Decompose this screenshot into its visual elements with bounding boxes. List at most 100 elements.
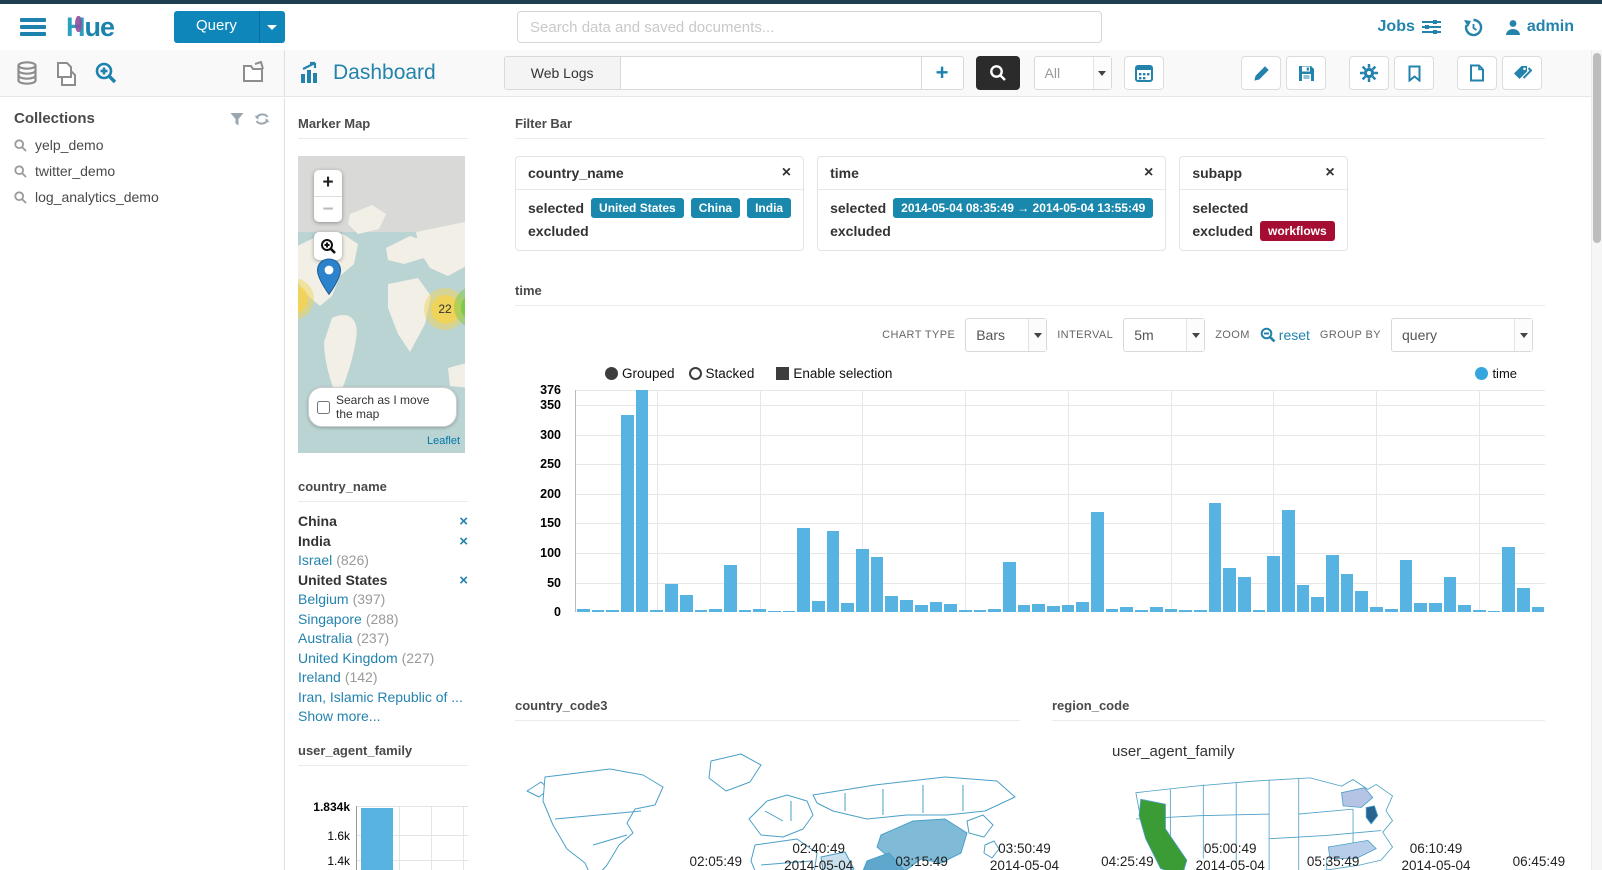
chart-bar[interactable] [591, 610, 605, 612]
map-pin-marker[interactable] [316, 258, 342, 296]
collection-item[interactable]: twitter_demo [14, 163, 270, 179]
chart-bar[interactable] [1252, 609, 1266, 612]
chart-bar[interactable] [1443, 576, 1457, 612]
filter-chip[interactable]: China [690, 197, 741, 218]
chart-bar[interactable] [1105, 609, 1119, 612]
jobs-link[interactable]: Jobs [1378, 18, 1441, 36]
zoom-in-button[interactable]: + [322, 172, 334, 193]
settings-button[interactable] [1349, 56, 1389, 90]
facet-value-link[interactable]: Show more... [298, 708, 381, 724]
chart-bar[interactable] [753, 608, 766, 612]
state-north-carolina[interactable] [1327, 839, 1377, 859]
state-new-york[interactable] [1341, 787, 1374, 808]
chart-bar[interactable] [944, 604, 957, 612]
chart-bar[interactable] [679, 594, 693, 612]
chart-bar[interactable] [1517, 588, 1530, 612]
chart-bar[interactable] [1179, 609, 1192, 612]
chart-bar[interactable] [856, 548, 869, 612]
chart-bar[interactable] [1487, 610, 1501, 612]
facet-value-link[interactable]: United Kingdom [298, 649, 398, 666]
chart-bar[interactable] [870, 556, 884, 612]
search-as-move-checkbox[interactable] [317, 400, 330, 414]
chart-bar[interactable] [1076, 602, 1090, 612]
query-dropdown-caret[interactable] [258, 11, 285, 43]
chart-bar[interactable] [1267, 555, 1280, 612]
remove-facet-icon[interactable]: × [459, 571, 468, 589]
search-button[interactable] [975, 56, 1020, 90]
chart-bar[interactable] [958, 610, 972, 612]
history-icon[interactable] [1463, 18, 1483, 37]
chart-bar[interactable] [1223, 567, 1236, 612]
series-legend[interactable]: time [1475, 366, 1517, 381]
open-folder-icon[interactable] [242, 61, 268, 85]
chart-bar[interactable] [1193, 610, 1207, 612]
filter-chip[interactable]: workflows [1260, 220, 1335, 241]
close-filter-icon[interactable]: × [1143, 164, 1154, 181]
dashboard-title[interactable]: Dashboard [299, 61, 436, 85]
chart-bar[interactable] [973, 610, 987, 612]
facet-value-link[interactable]: Iran, Islamic Republic of ... [298, 688, 463, 705]
chart-plot-area[interactable] [356, 805, 468, 870]
map-magnify-button[interactable] [314, 232, 342, 260]
time-bar-chart[interactable]: 376 350 300 250 200 150 100 50 0 [515, 383, 1545, 619]
chart-type-select[interactable]: Bars [965, 318, 1048, 352]
chart-bar[interactable] [1326, 554, 1339, 612]
collection-item[interactable]: log_analytics_demo [14, 189, 270, 205]
map-cluster[interactable]: 5 [298, 278, 314, 320]
grouped-radio[interactable]: Grouped [605, 366, 675, 381]
chart-bar[interactable] [1061, 604, 1075, 612]
chart-bar[interactable] [929, 602, 943, 612]
chart-bar[interactable] [1340, 573, 1354, 612]
chart-bar[interactable] [900, 600, 913, 612]
chart-bar[interactable] [1458, 604, 1471, 612]
time-range-select[interactable]: All [1033, 56, 1112, 90]
query-button-label[interactable]: Query [174, 11, 259, 43]
chart-bar[interactable] [723, 565, 737, 612]
facet-value-link[interactable]: Israel [298, 552, 333, 568]
collection-item[interactable]: yelp_demo [14, 137, 270, 153]
chart-bar[interactable] [1414, 603, 1427, 612]
marker-map[interactable]: + − 5 22 2 Search as I move the map Leaf… [298, 156, 465, 453]
us-states-map[interactable] [1090, 768, 1440, 870]
new-document-button[interactable] [1457, 56, 1497, 90]
save-button[interactable] [1286, 56, 1326, 90]
edit-button[interactable] [1241, 56, 1281, 90]
chart-bar[interactable] [1017, 604, 1031, 612]
country-india[interactable] [862, 852, 904, 870]
chart-bar[interactable] [885, 595, 899, 612]
chart-bar[interactable] [812, 601, 825, 612]
chart-bar[interactable] [621, 415, 634, 612]
chart-bar[interactable] [914, 604, 928, 612]
chart-bar[interactable] [1399, 560, 1413, 612]
chart-bar[interactable] [738, 610, 752, 612]
filter-funnel-icon[interactable] [230, 112, 244, 126]
chart-bar[interactable] [709, 608, 722, 612]
close-filter-icon[interactable]: × [1325, 164, 1335, 181]
chart-bar[interactable] [606, 610, 620, 612]
chart-bar[interactable] [797, 528, 810, 612]
calendar-button[interactable] [1123, 56, 1164, 90]
chart-bar[interactable] [1149, 607, 1163, 612]
tags-button[interactable] [1502, 56, 1542, 90]
remove-facet-icon[interactable]: × [459, 532, 468, 550]
remove-facet-icon[interactable]: × [459, 513, 468, 530]
facet-value-link[interactable]: Ireland [298, 669, 341, 685]
query-button[interactable]: Query [174, 11, 285, 43]
dashboard-search-input[interactable] [620, 57, 921, 89]
group-by-select[interactable]: query [1391, 318, 1533, 352]
chart-plot-area[interactable] [575, 390, 1545, 612]
stacked-radio[interactable]: Stacked [688, 366, 754, 381]
close-filter-icon[interactable]: × [781, 164, 792, 181]
interval-select[interactable]: 5m [1123, 318, 1206, 352]
add-filter-button[interactable]: + [920, 57, 963, 89]
facet-value-link[interactable]: Singapore [298, 610, 362, 627]
refresh-icon[interactable] [254, 112, 270, 126]
filter-chip[interactable]: India [747, 197, 792, 218]
copy-documents-icon[interactable] [54, 61, 78, 86]
user-agent-family-chart[interactable]: 1.834k 1.6k 1.4k [298, 800, 468, 870]
chart-bar[interactable] [767, 610, 781, 612]
window-scrollbar[interactable] [1591, 50, 1602, 870]
chart-bar[interactable] [1370, 607, 1383, 612]
chart-bar[interactable] [1531, 607, 1545, 612]
chart-bar[interactable] [635, 390, 649, 612]
